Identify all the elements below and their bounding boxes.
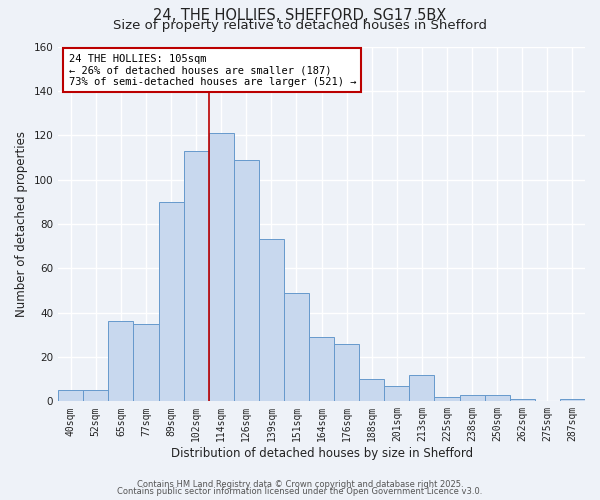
Bar (434, 397, 460, 402)
Bar (234, 160, 259, 402)
Bar (409, 374, 434, 402)
Bar (83, 390, 109, 402)
Bar (334, 344, 359, 402)
Bar (209, 133, 234, 402)
Text: Size of property relative to detached houses in Shefford: Size of property relative to detached ho… (113, 18, 487, 32)
Y-axis label: Number of detached properties: Number of detached properties (15, 131, 28, 317)
Text: Contains HM Land Registry data © Crown copyright and database right 2025.: Contains HM Land Registry data © Crown c… (137, 480, 463, 489)
Text: 24, THE HOLLIES, SHEFFORD, SG17 5BX: 24, THE HOLLIES, SHEFFORD, SG17 5BX (154, 8, 446, 22)
Bar (259, 240, 284, 402)
Bar (359, 379, 385, 402)
X-axis label: Distribution of detached houses by size in Shefford: Distribution of detached houses by size … (170, 447, 473, 460)
Bar (385, 386, 409, 402)
Bar (109, 322, 133, 402)
Bar (460, 394, 485, 402)
Bar (510, 399, 535, 402)
Bar (284, 292, 309, 402)
Bar (560, 399, 585, 402)
Bar (485, 394, 510, 402)
Bar (133, 324, 158, 402)
Bar (58, 390, 83, 402)
Text: Contains public sector information licensed under the Open Government Licence v3: Contains public sector information licen… (118, 487, 482, 496)
Bar (158, 202, 184, 402)
Bar (184, 150, 209, 402)
Bar (309, 337, 334, 402)
Text: 24 THE HOLLIES: 105sqm
← 26% of detached houses are smaller (187)
73% of semi-de: 24 THE HOLLIES: 105sqm ← 26% of detached… (69, 54, 356, 87)
